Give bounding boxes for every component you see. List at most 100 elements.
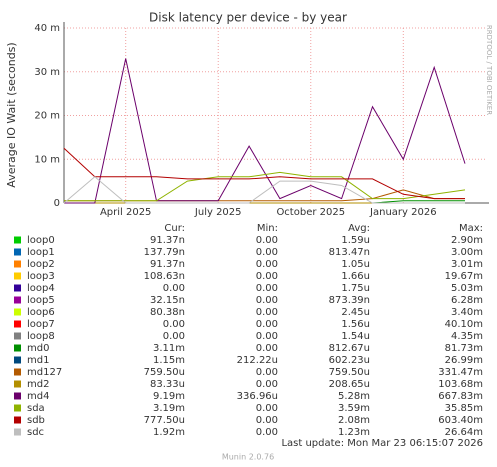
stat-value: 759.50u bbox=[329, 367, 370, 378]
stat-value: 80.38n bbox=[150, 307, 185, 318]
legend-label: md4 bbox=[27, 391, 49, 402]
stat-value: 19.67m bbox=[445, 271, 483, 282]
stat-value: 873.39n bbox=[329, 295, 370, 306]
stat-value: 5.03m bbox=[451, 283, 483, 294]
stat-value: 0.00 bbox=[256, 247, 278, 258]
stat-value: 0.00 bbox=[256, 319, 278, 330]
stat-value: 0.00 bbox=[256, 331, 278, 342]
stat-header: Min: bbox=[257, 223, 278, 234]
stat-value: 1.66u bbox=[341, 271, 370, 282]
stat-value: 0.00 bbox=[163, 331, 185, 342]
stat-value: 83.33u bbox=[150, 379, 185, 390]
legend-swatch bbox=[14, 308, 21, 316]
stat-value: 759.50u bbox=[144, 367, 185, 378]
legend-swatch bbox=[14, 236, 21, 244]
y-tick-label: 10 m bbox=[34, 154, 60, 165]
stat-header: Max: bbox=[459, 223, 483, 234]
legend-label: md0 bbox=[27, 343, 49, 354]
stat-value: 208.65u bbox=[329, 379, 370, 390]
x-tick-label: October 2025 bbox=[276, 207, 345, 218]
side-label: RRDTOOL / TOBI OETIKER bbox=[485, 25, 493, 115]
stat-value: 1.75u bbox=[341, 283, 370, 294]
legend-label: sda bbox=[27, 403, 45, 414]
x-tick-label: July 2025 bbox=[194, 207, 242, 218]
legend-swatch bbox=[14, 284, 21, 292]
legend-label: loop3 bbox=[27, 271, 55, 282]
series-line bbox=[64, 58, 466, 204]
legend-swatch bbox=[14, 368, 21, 376]
legend-swatch bbox=[14, 296, 21, 304]
legend-swatch bbox=[14, 428, 21, 436]
y-tick-label: 0 bbox=[54, 198, 60, 209]
legend-swatch bbox=[14, 332, 21, 340]
stat-value: 3.00m bbox=[451, 247, 483, 258]
stat-value: 602.23u bbox=[329, 355, 370, 366]
stat-value: 813.47n bbox=[329, 247, 370, 258]
legend-swatch bbox=[14, 392, 21, 400]
y-tick-label: 20 m bbox=[34, 111, 60, 122]
stat-value: 2.45u bbox=[341, 307, 370, 318]
series-line bbox=[63, 147, 465, 200]
stat-value: 212.22u bbox=[237, 355, 278, 366]
legend-label: loop2 bbox=[27, 259, 55, 270]
stat-value: 0.00 bbox=[256, 259, 278, 270]
stat-value: 91.37n bbox=[150, 235, 185, 246]
y-tick-label: 40 m bbox=[34, 23, 60, 34]
stat-value: 3.59m bbox=[338, 403, 370, 414]
stat-value: 777.50u bbox=[144, 415, 185, 426]
stat-value: 26.64m bbox=[445, 427, 483, 438]
legend-swatch bbox=[14, 380, 21, 388]
chart-title: Disk latency per device - by year bbox=[149, 11, 347, 25]
legend-swatch bbox=[14, 272, 21, 280]
stat-value: 4.35m bbox=[451, 331, 483, 342]
stat-value: 336.96u bbox=[237, 391, 278, 402]
legend-label: md127 bbox=[27, 367, 62, 378]
legend-label: md1 bbox=[27, 355, 49, 366]
legend-label: loop7 bbox=[27, 319, 55, 330]
stat-value: 0.00 bbox=[256, 367, 278, 378]
stat-value: 2.90m bbox=[451, 235, 483, 246]
stat-value: 137.79n bbox=[144, 247, 185, 258]
stat-value: 331.47m bbox=[438, 367, 483, 378]
stat-value: 3.40m bbox=[451, 307, 483, 318]
stat-value: 0.00 bbox=[163, 319, 185, 330]
legend-label: loop6 bbox=[27, 307, 55, 318]
stat-value: 0.00 bbox=[256, 271, 278, 282]
stat-value: 6.28m bbox=[451, 295, 483, 306]
stat-value: 1.59u bbox=[341, 235, 370, 246]
legend-swatch bbox=[14, 260, 21, 268]
stat-value: 81.73m bbox=[445, 343, 483, 354]
legend-swatch bbox=[14, 404, 21, 412]
stat-value: 1.54u bbox=[341, 331, 370, 342]
legend-swatch bbox=[14, 356, 21, 364]
stat-value: 1.05u bbox=[341, 259, 370, 270]
y-axis-label: Average IO Wait (seconds) bbox=[5, 42, 18, 187]
legend-label: md2 bbox=[27, 379, 49, 390]
x-tick-label: January 2026 bbox=[369, 207, 437, 218]
stat-value: 0.00 bbox=[163, 283, 185, 294]
legend-label: sdb bbox=[27, 415, 45, 426]
stat-value: 103.68m bbox=[438, 379, 483, 390]
stat-header: Avg: bbox=[348, 223, 370, 234]
stat-header: Cur: bbox=[164, 223, 185, 234]
stat-value: 108.63n bbox=[144, 271, 185, 282]
legend-label: loop8 bbox=[27, 331, 55, 342]
stat-value: 32.15n bbox=[150, 295, 185, 306]
stat-value: 3.11m bbox=[153, 343, 185, 354]
legend-label: sdc bbox=[27, 427, 44, 438]
stat-value: 5.28m bbox=[338, 391, 370, 402]
stat-value: 1.15m bbox=[153, 355, 185, 366]
legend-label: loop1 bbox=[27, 247, 55, 258]
stat-value: 91.37n bbox=[150, 259, 185, 270]
series-line bbox=[64, 171, 466, 202]
stat-value: 603.40m bbox=[438, 415, 483, 426]
legend-swatch bbox=[14, 416, 21, 424]
stat-value: 0.00 bbox=[256, 427, 278, 438]
stat-value: 0.00 bbox=[256, 343, 278, 354]
legend-label: loop0 bbox=[27, 235, 55, 246]
stat-value: 2.08m bbox=[338, 415, 370, 426]
stat-value: 0.00 bbox=[256, 415, 278, 426]
stat-value: 3.01m bbox=[451, 259, 483, 270]
last-update: Last update: Mon Mar 23 06:15:07 2026 bbox=[281, 438, 483, 449]
